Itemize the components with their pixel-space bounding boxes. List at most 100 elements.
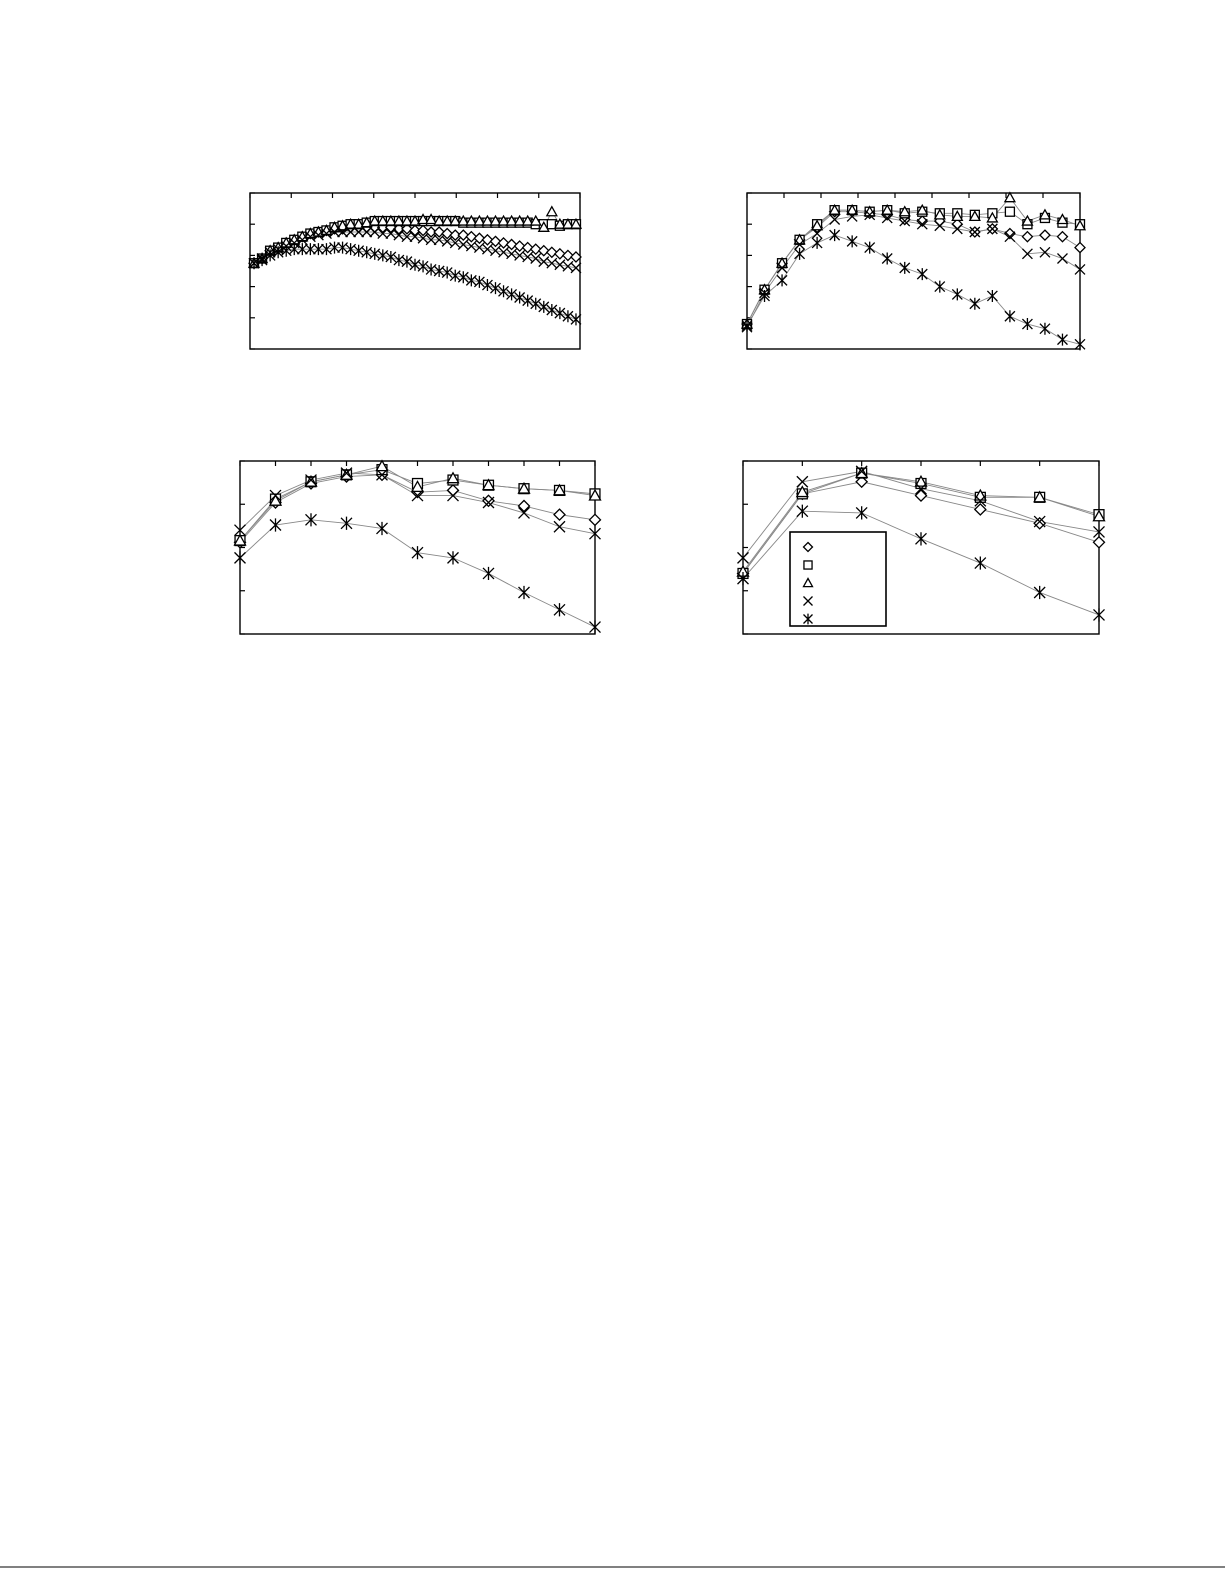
data-point-diamond [1021,230,1034,243]
data-point-asterisk [288,243,300,256]
data-point-triangle [424,213,438,225]
data-point-diamond [588,513,602,527]
series-line-triangle [746,196,1081,325]
data-point-asterisk [269,518,282,532]
data-point-triangle [933,208,946,220]
data-point-triangle [233,533,247,546]
data-point-diamond [446,483,460,497]
data-point-x [1074,263,1086,275]
data-point-asterisk [377,249,389,262]
data-point-triangle [1092,509,1106,522]
data-point-triangle [1056,213,1069,225]
data-point-triangle [1073,219,1087,231]
data-point-triangle [1033,490,1047,503]
data-point-asterisk [353,244,365,257]
data-point-x [846,210,858,222]
data-point-diamond [570,251,582,263]
data-point-triangle [457,214,470,226]
data-point-asterisk [449,269,461,282]
data-point-asterisk [759,289,770,302]
data-point-x [361,226,373,238]
data-point-triangle [588,488,602,501]
data-point-asterisk [899,261,911,274]
data-point-triangle [898,205,911,217]
data-point-triangle [537,220,550,232]
data-point-asterisk [514,291,526,304]
data-point-asterisk [915,532,927,546]
data-point-asterisk [737,572,749,586]
chart-panel-bottom-left [233,459,602,635]
data-point-asterisk [916,268,928,281]
data-point-triangle [968,210,981,222]
data-point-triangle [449,214,462,226]
data-point-triangle [914,474,928,487]
data-point-asterisk [846,235,858,248]
data-point-asterisk [562,310,574,323]
data-point-diamond [457,229,470,242]
data-point-triangle [811,219,824,231]
data-point-x [899,215,911,227]
data-point-asterisk [1004,310,1016,323]
data-point-diamond [392,222,405,235]
data-point-x [855,465,868,478]
data-point-x [269,489,282,502]
series-line-asterisk [239,519,596,628]
series-line-triangle [239,465,596,541]
data-point-triangle [446,471,460,484]
data-point-asterisk [425,263,437,276]
data-point-x [234,524,246,537]
series-line-asterisk [746,234,1081,345]
data-point-asterisk [490,282,501,295]
data-point-triangle [375,459,389,472]
data-point-asterisk [296,243,308,256]
data-point-triangle [497,214,510,226]
data-point-triangle [529,214,542,226]
data-point-x [951,223,963,235]
data-point-asterisk [312,243,324,256]
data-point-asterisk [776,274,788,287]
data-point-triangle [951,210,964,222]
data-point-triangle [552,483,567,496]
data-point-x [518,506,530,519]
data-point-x [974,494,987,507]
data-point-asterisk [304,243,316,256]
data-point-diamond [1056,230,1069,243]
data-point-diamond [417,224,429,237]
data-point-triangle [553,217,566,229]
data-point-asterisk [1021,318,1033,331]
data-point-triangle [408,214,422,226]
data-point-triangle [489,214,502,226]
chart-panel-top-left [247,192,583,350]
data-point-asterisk [329,241,340,254]
data-point-triangle [352,217,365,229]
data-point-x [353,226,365,238]
data-point-asterisk [433,265,445,277]
data-point-triangle [368,214,381,226]
data-point-triangle [986,211,999,223]
series-line-asterisk [253,247,577,320]
data-point-asterisk [881,252,893,265]
data-point-diamond [497,237,510,249]
data-point-asterisk [974,556,987,570]
data-point-triangle [441,214,454,226]
data-point-asterisk [498,285,509,298]
data-point-diamond [973,503,987,516]
data-point-triangle [561,217,575,229]
data-point-triangle [376,214,389,226]
data-point-x [447,489,459,502]
data-point-x [589,527,601,540]
data-point-asterisk [864,241,876,254]
data-point-asterisk [1093,608,1105,622]
data-point-asterisk [473,275,485,288]
data-point-asterisk [934,280,946,293]
data-point-triangle [846,203,859,215]
data-point-asterisk [345,243,357,256]
data-point-x [329,226,340,238]
data-point-x [425,234,437,246]
data-point-triangle [473,214,486,226]
data-point-x [401,231,413,243]
data-point-diamond [537,244,550,257]
data-point-asterisk [553,603,566,617]
data-point-diamond [489,235,502,248]
